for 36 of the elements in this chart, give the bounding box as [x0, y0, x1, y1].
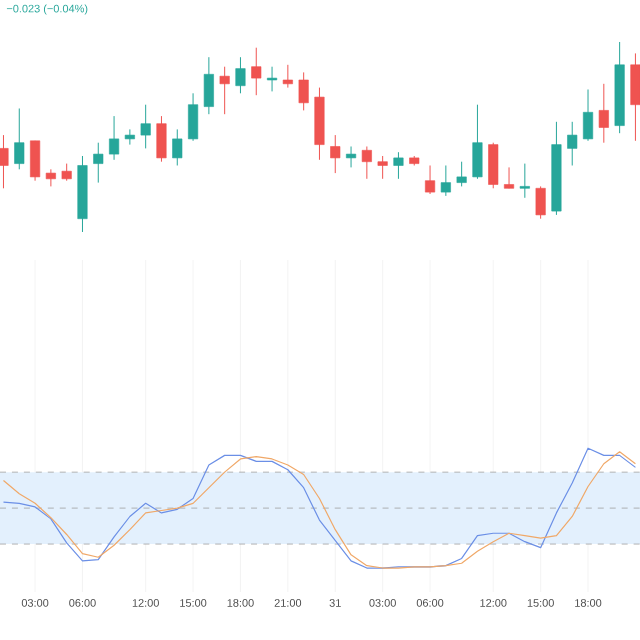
candlestick: [298, 71, 309, 111]
candlestick: [140, 104, 151, 149]
candlestick: [0, 134, 9, 189]
candlestick: [330, 134, 341, 174]
candlestick: [109, 115, 120, 161]
candlestick: [93, 142, 104, 184]
candlestick: [361, 145, 372, 180]
candlestick: [124, 128, 135, 146]
candlestick: [314, 87, 325, 161]
candlestick: [377, 155, 388, 180]
candlestick: [267, 66, 278, 92]
candlestick: [203, 56, 214, 115]
candlestick: [393, 151, 404, 180]
candlestick: [582, 88, 594, 142]
candlestick: [440, 164, 451, 197]
candlestick: [188, 92, 199, 142]
candlestick: [488, 142, 499, 189]
candlestick: [251, 47, 262, 96]
candlestick: [45, 168, 56, 187]
candlestick: [219, 66, 230, 115]
candlestick: [14, 107, 25, 170]
candlestick: [504, 166, 515, 189]
candlestick: [425, 164, 436, 195]
candlestick: [535, 185, 546, 220]
candlestick: [630, 52, 640, 142]
candlestick: [519, 163, 530, 199]
candlestick: [156, 115, 167, 163]
candlestick: [567, 121, 578, 166]
candlestick: [456, 161, 467, 187]
candlestick: [235, 56, 246, 94]
candlestick: [472, 104, 483, 180]
candlestick: [346, 145, 357, 168]
candlestick: [598, 83, 609, 144]
candlestick: [30, 140, 41, 182]
candlestick: [282, 64, 293, 89]
candlestick: [172, 128, 183, 166]
